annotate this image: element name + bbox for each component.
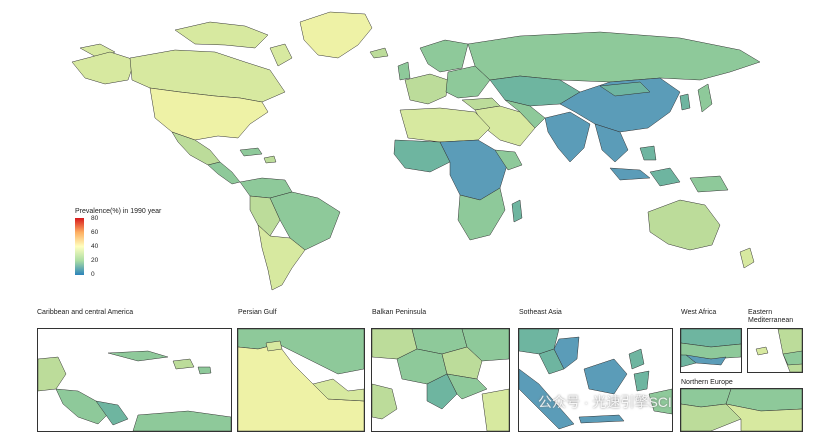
arctic-islands bbox=[174, 21, 269, 49]
inset-west-africa-map bbox=[681, 329, 741, 368]
inset-persian-gulf bbox=[237, 328, 365, 432]
africa-north bbox=[399, 107, 491, 143]
brazil bbox=[269, 191, 341, 251]
china bbox=[559, 77, 681, 133]
central-america bbox=[207, 161, 241, 185]
inset-caribbean bbox=[37, 328, 232, 432]
inset-title-persian-gulf: Persian Gulf bbox=[238, 309, 277, 316]
inset-title-balkan: Balkan Peninsula bbox=[372, 309, 427, 316]
legend-colorbar bbox=[75, 218, 84, 275]
inset-title-se-asia: Sotheast Asia bbox=[519, 309, 562, 316]
africa-south bbox=[457, 187, 506, 241]
inset-caribbean-map bbox=[38, 350, 231, 431]
legend-tick-20: 20 bbox=[91, 257, 99, 264]
world-map bbox=[71, 11, 761, 291]
legend-tick-0: 0 bbox=[91, 271, 95, 278]
legend-tick-80: 80 bbox=[91, 215, 99, 222]
inset-balkan bbox=[371, 328, 510, 432]
legend-tick-40: 40 bbox=[91, 243, 99, 250]
se-asia-main bbox=[594, 123, 629, 163]
inset-title-west-africa: West Africa bbox=[681, 309, 717, 316]
iran bbox=[504, 99, 546, 129]
inset-east-med-map bbox=[755, 329, 802, 372]
australia bbox=[647, 199, 721, 251]
scandinavia bbox=[419, 39, 469, 73]
inset-persian-gulf-map bbox=[238, 329, 364, 431]
inset-title-caribbean: Caribbean and central America bbox=[37, 309, 134, 316]
mongolia bbox=[599, 81, 651, 97]
south-asia bbox=[544, 111, 591, 163]
europe-west bbox=[404, 73, 449, 105]
legend: Prevalence(%) in 1990 year 80 60 40 20 0 bbox=[75, 208, 185, 280]
inset-balkan-map bbox=[372, 329, 509, 431]
inset-northern-europe bbox=[680, 388, 803, 432]
alaska bbox=[71, 51, 136, 85]
inset-east-med bbox=[747, 328, 803, 373]
horn-africa bbox=[494, 149, 523, 171]
inset-title-east-med-text: Eastern Mediterranean bbox=[748, 309, 794, 324]
legend-title: Prevalence(%) in 1990 year bbox=[75, 208, 162, 215]
argentina-chile bbox=[257, 224, 306, 291]
inset-northern-europe-map bbox=[681, 389, 802, 431]
inset-west-africa bbox=[680, 328, 742, 373]
watermark: 公众号 · 光速引擎SCI bbox=[538, 394, 672, 410]
inset-se-asia bbox=[518, 328, 673, 432]
legend-tick-60: 60 bbox=[91, 229, 99, 236]
russia bbox=[467, 31, 761, 83]
inset-title-east-med: Eastern Mediterranean bbox=[748, 309, 808, 325]
inset-se-asia-map bbox=[519, 329, 672, 430]
inset-title-northern-europe: Northern Europe bbox=[681, 379, 733, 386]
greenland bbox=[299, 11, 373, 59]
